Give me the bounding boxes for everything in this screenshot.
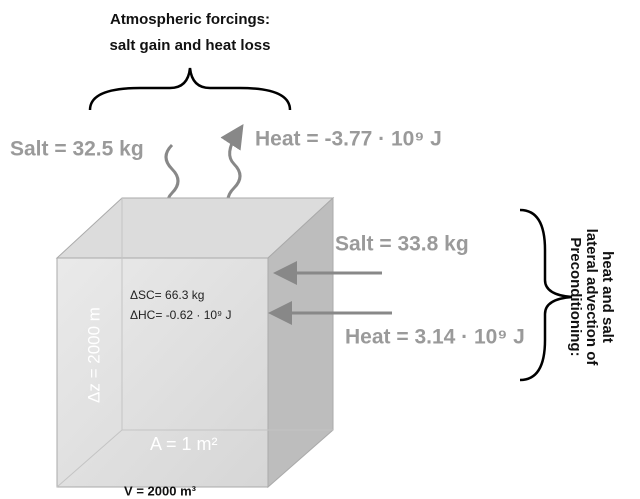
box-front <box>56 257 269 488</box>
brace <box>519 208 573 382</box>
precond-line: lateral advection of <box>583 229 600 367</box>
lateral-heat: Heat = 3.14 · 10⁹ J <box>345 326 525 349</box>
area-label: A = 1 m² <box>150 434 218 454</box>
box-edges <box>56 198 333 488</box>
lateral-salt: Salt = 33.8 kg <box>335 233 469 256</box>
precond-line: Preconditioning: <box>567 237 584 356</box>
title-line: salt gain and heat loss <box>110 37 271 54</box>
salt-label: Salt = 32.5 kg <box>10 138 144 161</box>
depth-label: Δz = 2000 m <box>84 307 103 403</box>
delta-hc: ΔHC= -0.62 · 10⁹ J <box>130 308 232 322</box>
precond-line: heat and salt <box>599 251 616 343</box>
heat-label: Heat = -3.77 · 10⁹ J <box>255 128 442 151</box>
title-line: Atmospheric forcings: <box>110 11 270 28</box>
brace <box>88 67 292 111</box>
volume-label: V = 2000 m³ <box>124 483 197 498</box>
preconditioning-text: Preconditioning: lateral advection of he… <box>567 229 616 367</box>
delta-sc: ΔSC= 66.3 kg <box>130 288 204 302</box>
